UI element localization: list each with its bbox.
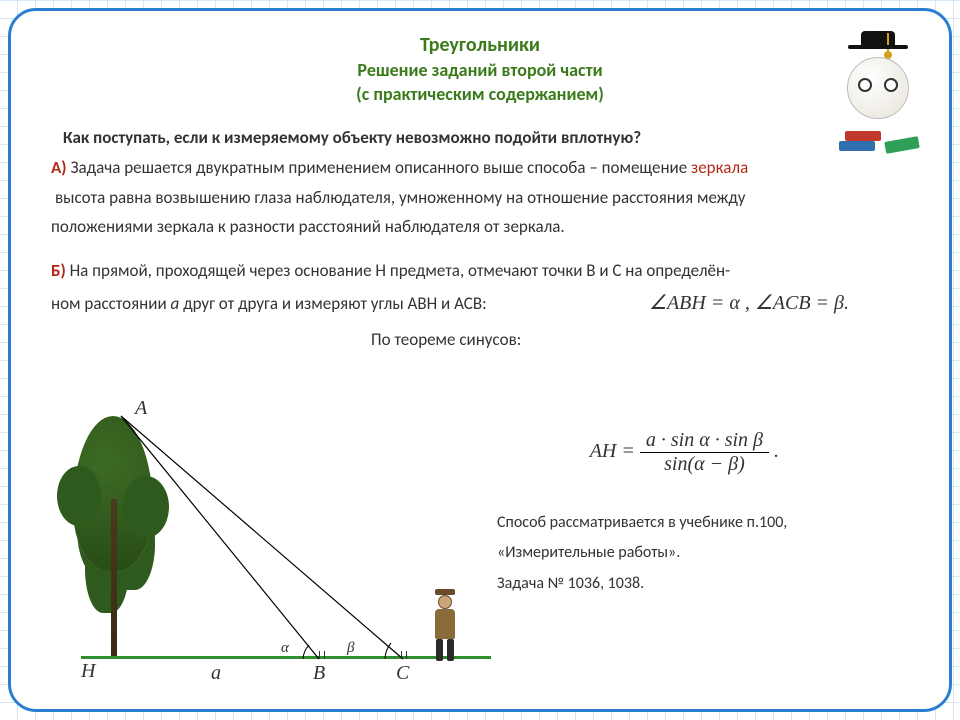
angles-equation: ∠ABH = α , ∠ACB = β. [649, 286, 909, 321]
ah-tail: . [774, 440, 779, 462]
tick-c [401, 651, 407, 659]
footnotes: Способ рассматривается в учебнике п.100,… [489, 508, 869, 599]
slide-frame: Треугольники Решение заданий второй част… [8, 8, 952, 712]
diagram-lines [51, 381, 491, 681]
part-b-l2-ital: а [170, 293, 179, 314]
part-b-lead1: На прямой, проходящей через основание H … [70, 260, 731, 281]
part-a-line3: положениями зеркала к разности расстояни… [51, 212, 909, 242]
sines-label: По теореме синусов: [371, 325, 909, 355]
angle-label-beta: β [347, 640, 354, 657]
mascot-illustration [833, 31, 923, 151]
part-b-l2-suffix: друг от друга и измеряют углы ABH и ACB: [179, 293, 486, 314]
ah-lhs: AH = [590, 440, 640, 462]
point-label-a: A [135, 397, 147, 420]
footnote-2: «Измерительные работы». [489, 538, 869, 568]
part-a-keyword: зеркала [691, 157, 748, 178]
part-a-label: А) [51, 157, 70, 178]
part-b-line2: ном расстоянии а друг от друга и измеряю… [51, 289, 649, 319]
ah-formula: AH = a · sin α · sin β sin(α − β) . [590, 429, 779, 476]
page-subtitle-2: (с практическим содержанием) [51, 83, 909, 105]
page-subtitle-1: Решение заданий второй части [51, 59, 909, 81]
ah-denominator: sin(α − β) [640, 453, 769, 476]
content-body: Как поступать, если к измеряемому объект… [51, 123, 909, 355]
part-b-line2-row: ном расстоянии а друг от друга и измеряю… [51, 286, 909, 321]
page-title: Треугольники [51, 33, 909, 57]
point-label-h: H [81, 660, 95, 683]
part-b-line1: Б) На прямой, проходящей через основание… [51, 256, 909, 286]
part-a-line2: высота равна возвышению глаза наблюдател… [51, 183, 909, 213]
ah-numerator: a · sin α · sin β [640, 429, 769, 453]
ah-fraction: a · sin α · sin β sin(α − β) [640, 429, 769, 476]
geometry-diagram: A H a B C α β [51, 381, 491, 681]
part-a-line1: А) Задача решается двукратным применение… [51, 153, 909, 183]
footnote-1: Способ рассматривается в учебнике п.100, [489, 508, 869, 538]
part-b-label: Б) [51, 260, 70, 281]
angle-label-alpha: α [281, 640, 289, 657]
lead-question: Как поступать, если к измеряемому объект… [51, 123, 909, 153]
part-a-lead: Задача решается двукратным применением о… [70, 157, 691, 178]
edge-label-a: a [211, 662, 221, 685]
observer-icon [429, 591, 461, 661]
footnote-3: Задача № 1036, 1038. [489, 569, 869, 599]
part-b-l2-prefix: ном расстоянии [51, 293, 170, 314]
point-label-b: B [313, 662, 325, 685]
tick-b [319, 651, 325, 659]
point-label-c: C [396, 662, 409, 685]
